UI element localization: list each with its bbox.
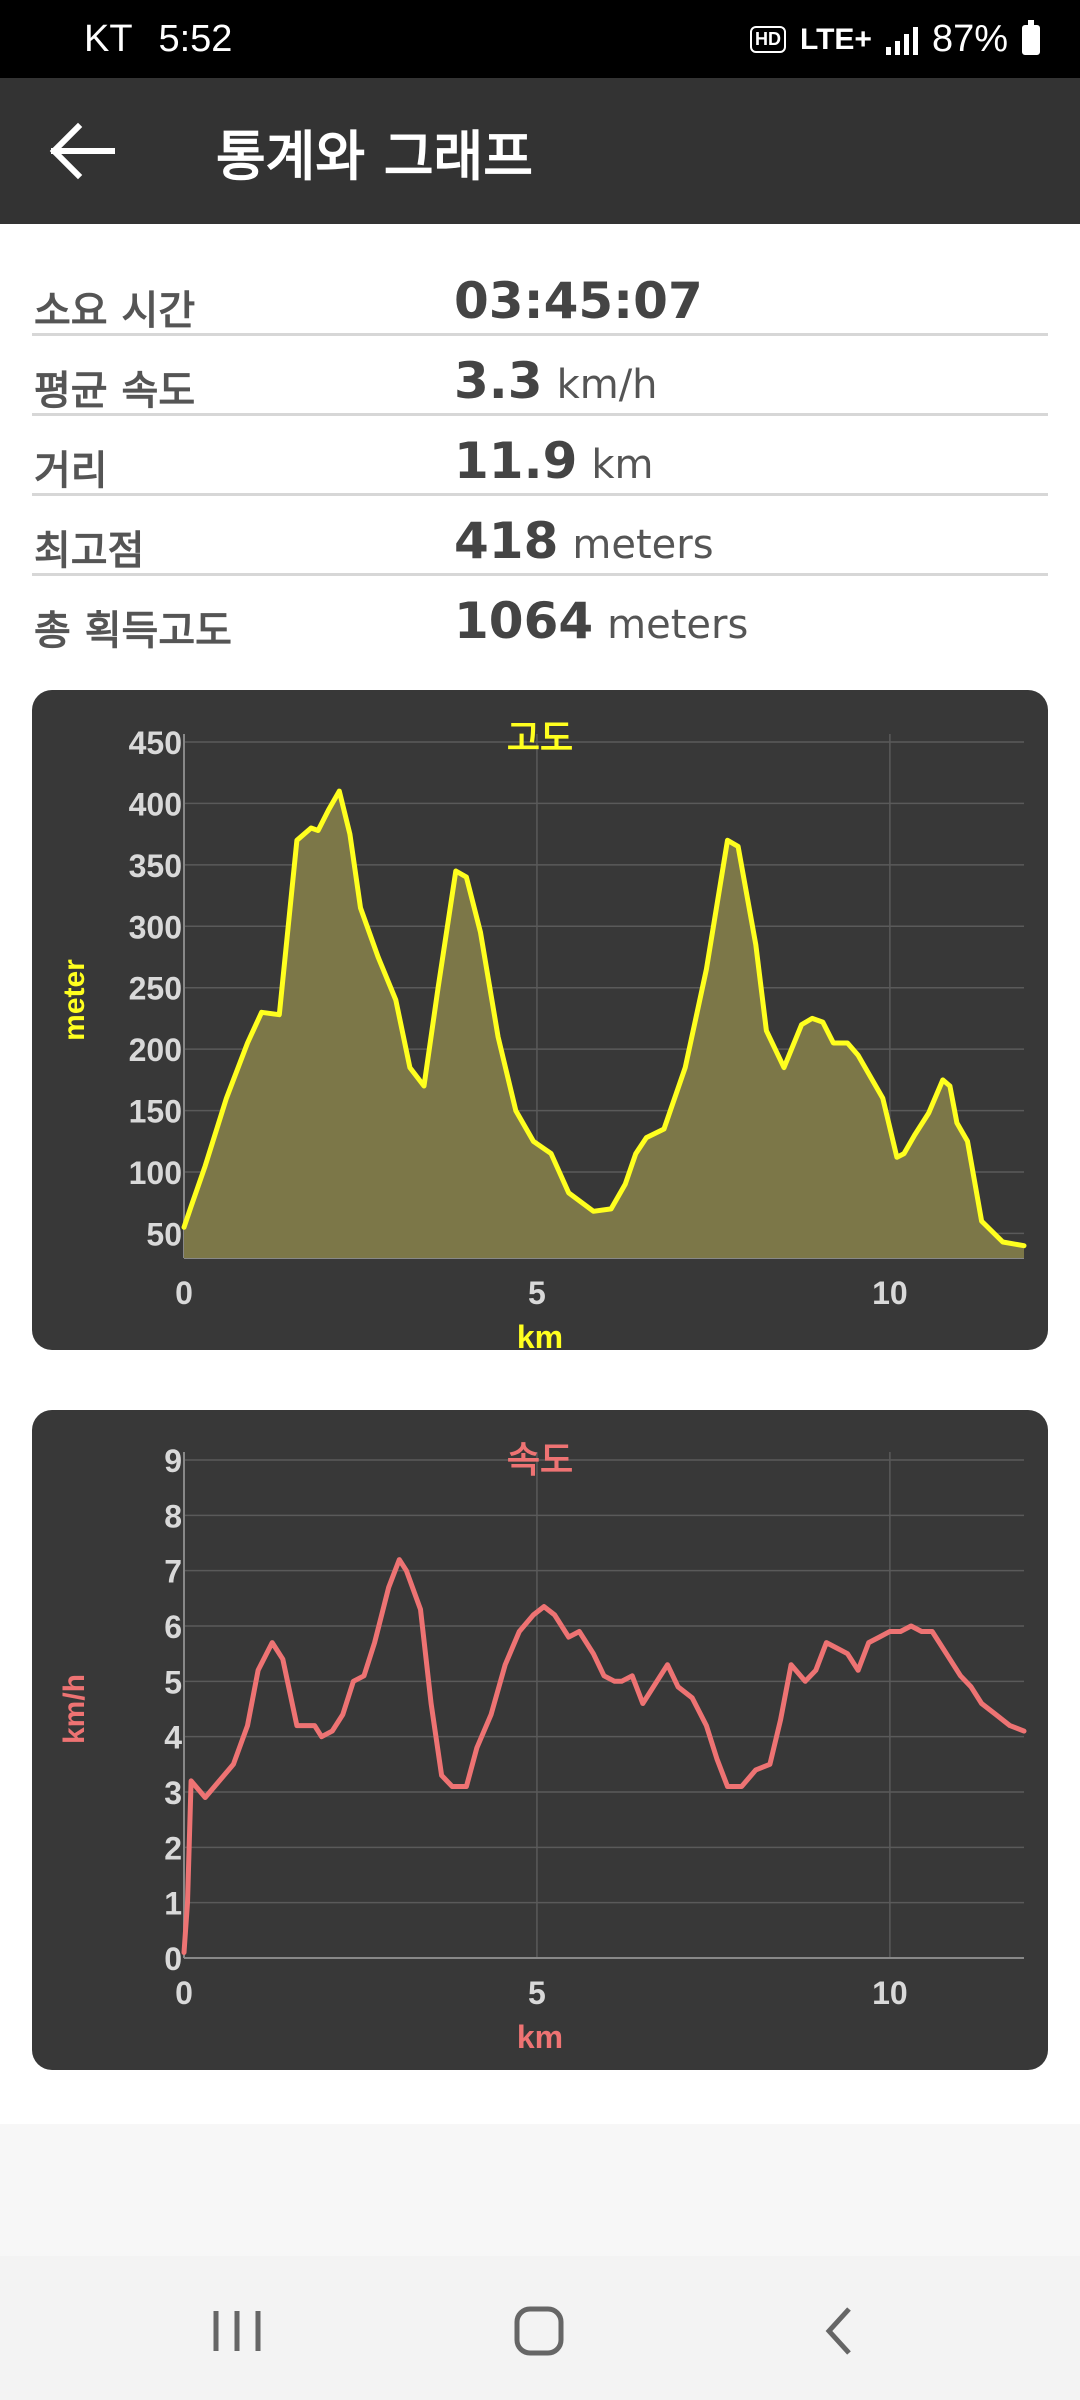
speed-y-tick-label: 9 [164,1443,182,1479]
arrow-left-icon [49,122,115,180]
altitude-x-tick-label: 5 [528,1275,546,1311]
page-title: 통계와 그래프 [216,125,533,188]
stat-unit: meters [607,602,749,648]
altitude-area-fill [184,791,1024,1258]
altitude-x-tick-label: 10 [872,1275,908,1311]
signal-icon [885,25,918,55]
speed-y-tick-label: 1 [164,1886,182,1922]
altitude-chart: 50 100 150 200 250 300 350 400 450 0 5 10 고도 km meter [58,718,1027,1350]
altitude-y-tick-label: 450 [129,725,182,761]
carrier-label: KT [84,18,132,60]
stat-value: 418 [454,512,559,570]
stat-value: 3.3 [454,352,543,410]
status-bar: KT 5:52 HD LTE+ 87% [0,0,1080,78]
speed-chart: 0 1 2 3 4 5 6 7 8 9 0 5 10 속도 km km/h [58,1440,1027,2055]
speed-x-axis-label: km [517,2019,563,2055]
altitude-y-tick-label: 100 [129,1155,182,1191]
stat-row-elevation-gain: 총 획득고도 1064 meters [32,576,1048,656]
speed-y-tick-label: 4 [164,1720,182,1756]
stat-label: 최고점 [34,528,145,574]
speed-chart-card: 0 1 2 3 4 5 6 7 8 9 0 5 10 속도 km km/h [32,1410,1048,2070]
home-button[interactable] [494,2296,584,2366]
speed-series-line [181,1557,1027,1955]
main-content: 소요 시간 03:45:07 평균 속도 3.3 km/h 거리 11.9 km 최… [0,224,1080,2124]
stat-label: 총 획득고도 [34,608,232,654]
altitude-x-axis-label: km [517,1319,563,1350]
stat-row-highest-point: 최고점 418 meters [32,496,1048,576]
stat-value-wrap: 03:45:07 [454,272,703,330]
altitude-chart-title: 고도 [507,718,573,759]
lte-icon: LTE+ [799,22,872,56]
altitude-y-tick-label: 250 [129,971,182,1007]
stat-row-duration: 소요 시간 03:45:07 [32,256,1048,336]
speed-y-tick-label: 8 [164,1498,182,1534]
speed-x-tick-label: 10 [872,1975,908,2011]
stat-value: 03:45:07 [454,272,703,330]
speed-y-axis-label: km/h [58,1674,91,1744]
speed-y-tick-label: 6 [164,1609,182,1645]
back-nav-button[interactable] [796,2296,886,2366]
stat-value-wrap: 418 meters [454,512,714,570]
status-left: KT 5:52 [84,18,232,61]
altitude-y-tick-label: 150 [129,1094,182,1130]
altitude-y-tick-label: 350 [129,848,182,884]
altitude-y-tick-label: 200 [129,1032,182,1068]
altitude-chart-card: 50 100 150 200 250 300 350 400 450 0 5 10 고도 km meter [32,690,1048,1350]
back-button[interactable] [46,120,118,182]
stat-unit: km [591,442,654,488]
recent-apps-button[interactable] [192,2296,282,2366]
speed-x-tick-label: 5 [528,1975,546,2011]
altitude-x-tick-label: 0 [175,1275,193,1311]
battery-icon [1022,19,1040,55]
stat-label: 소요 시간 [34,288,196,334]
altitude-y-tick-label: 50 [146,1216,182,1252]
stat-value: 11.9 [454,432,578,490]
system-nav-bar [0,2256,1080,2400]
stat-label: 평균 속도 [34,368,196,414]
altitude-y-axis-label: meter [58,959,91,1041]
speed-y-tick-label: 5 [164,1664,182,1700]
speed-y-tick-label: 3 [164,1775,182,1811]
speed-chart-title: 속도 [507,1440,573,1481]
altitude-y-tick-label: 400 [129,786,182,822]
hd-voice-icon: HD [749,26,786,53]
stat-value-wrap: 3.3 km/h [454,352,658,410]
battery-percent: 87% [931,18,1008,60]
stat-row-avg-speed: 평균 속도 3.3 km/h [32,336,1048,416]
speed-x-tick-label: 0 [175,1975,193,2011]
stat-label: 거리 [34,448,108,494]
speed-y-tick-label: 7 [164,1554,182,1590]
speed-y-tick-label: 2 [164,1830,182,1866]
stat-row-distance: 거리 11.9 km [32,416,1048,496]
altitude-y-tick-label: 300 [129,909,182,945]
altitude-series-line [181,788,1027,1249]
chevron-left-icon [825,2307,851,2355]
stat-value: 1064 [454,592,594,650]
stat-value-wrap: 11.9 km [454,432,654,490]
stat-unit: meters [572,522,714,568]
clock: 5:52 [158,18,233,60]
status-right: HD LTE+ 87% [749,18,1040,61]
stats-table: 소요 시간 03:45:07 평균 속도 3.3 km/h 거리 11.9 km 최… [32,256,1048,656]
stat-unit: km/h [556,362,658,408]
app-bar: 통계와 그래프 [0,78,1080,224]
recent-apps-icon [213,2311,261,2351]
stat-value-wrap: 1064 meters [454,592,748,650]
speed-y-tick-label: 0 [164,1941,182,1977]
home-icon [514,2306,564,2356]
